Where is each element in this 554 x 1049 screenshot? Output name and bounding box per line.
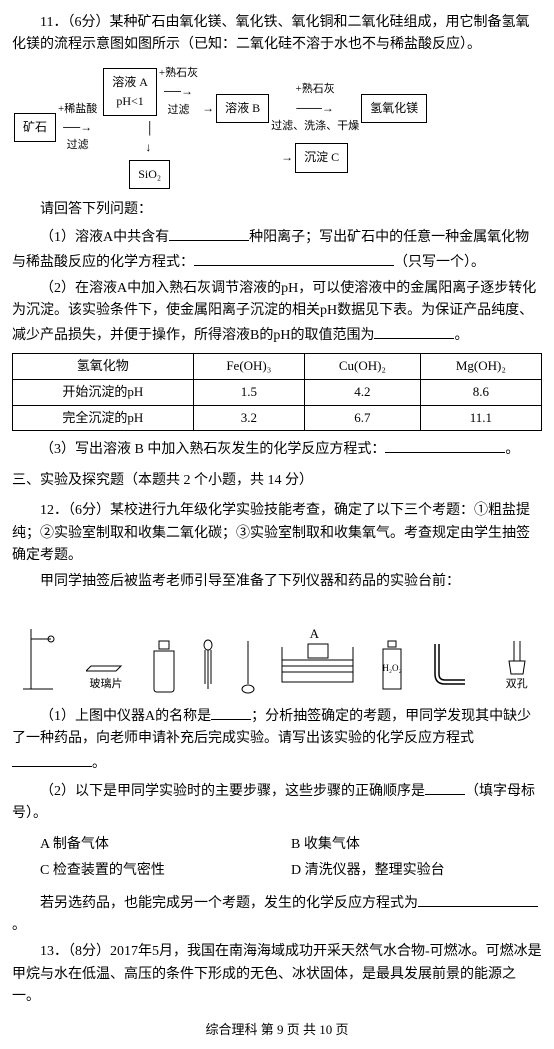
arrow: → bbox=[281, 148, 293, 167]
q12p1-a: （1）上图中仪器A的名称是 bbox=[40, 709, 211, 724]
r1c4: 8.6 bbox=[420, 379, 541, 405]
q11-p2: （2）在溶液A中加入熟石灰调节溶液的pH，可以使溶液中的金属阳离子逐步转化为沉淀… bbox=[12, 278, 542, 347]
box-solA: 溶液 A pH<1 bbox=[103, 68, 157, 116]
equip-h2o2: H₂O₂ bbox=[377, 639, 407, 694]
lbl-lime1: +熟石灰 bbox=[159, 65, 198, 83]
q11-p1: （1）溶液A中共含有种阳离子；写出矿石中的任意一种金属氧化物与稀盐酸反应的化学方… bbox=[12, 225, 542, 274]
r1c1: 开始沉淀的pH bbox=[13, 379, 194, 405]
p3-end: 。 bbox=[505, 442, 519, 457]
th-2: Fe(OH)₃ bbox=[193, 354, 304, 380]
q12p3-a: 若另选药品，也能完成另一个考题，发生的化学反应方程式为 bbox=[40, 896, 418, 911]
blank-5[interactable] bbox=[211, 704, 251, 720]
equip-spoon bbox=[239, 639, 257, 694]
th-4: Mg(OH)₂ bbox=[420, 354, 541, 380]
blank-2[interactable] bbox=[194, 250, 394, 266]
box-precC: 沉淀 C bbox=[295, 143, 348, 172]
blank-4[interactable] bbox=[385, 437, 505, 453]
arrow: → bbox=[202, 99, 214, 118]
box-ore: 矿石 bbox=[14, 113, 56, 142]
lbl-A: A bbox=[310, 624, 319, 645]
q12-p3: 若另选药品，也能完成另一个考题，发生的化学反应方程式为。 bbox=[12, 891, 542, 938]
p1-text-c: （只写一个）。 bbox=[394, 255, 485, 270]
svg-text:H₂O₂: H₂O₂ bbox=[383, 663, 402, 673]
th-3: Cu(OH)₂ bbox=[305, 354, 421, 380]
lbl-acid: +稀盐酸 bbox=[58, 101, 97, 119]
options: A 制备气体 B 收集气体 C 检查装置的气密性 D 清洗仪器，整理实验台 bbox=[40, 832, 542, 885]
equip-trough: A bbox=[280, 642, 355, 694]
lbl-glass: 玻璃片 bbox=[89, 676, 122, 694]
r1c3: 4.2 bbox=[305, 379, 421, 405]
equip-stopper: 双孔 bbox=[503, 636, 531, 694]
q11-title: 11．（6分）某种矿石由氧化镁、氧化铁、氧化铜和二氧化硅组成，用它制备氢氧化镁的… bbox=[12, 12, 542, 57]
p2-end: 。 bbox=[454, 328, 468, 343]
arrow: ───→ bbox=[296, 99, 334, 118]
q13-title: 13．（8分）2017年5月，我国在南海海域成功开采天然气水合物-可燃冰。可燃冰… bbox=[12, 941, 542, 1008]
page-footer: 综合理科 第 9 页 共 10 页 bbox=[12, 1020, 542, 1041]
equip-bottle bbox=[149, 639, 179, 694]
q12-p2: （2）以下是甲同学实验时的主要步骤，这些步骤的正确顺序是（填字母标号）。 bbox=[12, 779, 542, 826]
flow-diagram: 矿石 +稀盐酸 ──→ 过滤 溶液 A pH<1 +熟石灰 ──→ 过滤 │↓ … bbox=[12, 65, 542, 191]
ph-table: 氢氧化物Fe(OH)₃Cu(OH)₂Mg(OH)₂ 开始沉淀的pH1.54.28… bbox=[12, 353, 542, 431]
r2c3: 6.7 bbox=[305, 405, 421, 431]
r1c2: 1.5 bbox=[193, 379, 304, 405]
equip-stand bbox=[23, 624, 63, 694]
lbl-hole: 双孔 bbox=[506, 676, 528, 694]
box-solB: 溶液 B bbox=[216, 94, 269, 123]
blank-7[interactable] bbox=[425, 779, 465, 795]
box-sio2: SiO₂ bbox=[129, 160, 170, 189]
equip-glass: 玻璃片 bbox=[86, 636, 126, 694]
q12p2-a: （2）以下是甲同学实验时的主要步骤，这些步骤的正确顺序是 bbox=[40, 784, 425, 799]
opt-a: A 制备气体 bbox=[40, 832, 291, 858]
r2c2: 3.2 bbox=[193, 405, 304, 431]
equip-dropper bbox=[201, 639, 216, 694]
arrow-down: │↓ bbox=[145, 119, 154, 157]
q12p1-c: 。 bbox=[92, 756, 106, 771]
r2c4: 11.1 bbox=[420, 405, 541, 431]
arrow: ──→ bbox=[164, 82, 193, 101]
q12-title: 12．（6分）某校进行九年级化学实验技能考查，确定了以下三个考题：①粗盐提纯；②… bbox=[12, 500, 542, 567]
r2c1: 完全沉淀的pH bbox=[13, 405, 194, 431]
box-product: 氢氧化镁 bbox=[361, 94, 427, 123]
equip-tube bbox=[430, 639, 480, 694]
arrow: ──→ bbox=[63, 118, 92, 137]
section3-title: 三、实验及探究题（本题共 2 个小题，共 14 分） bbox=[12, 470, 542, 492]
blank-6[interactable] bbox=[12, 751, 92, 767]
blank-3[interactable] bbox=[374, 323, 454, 339]
q12p3-b: 。 bbox=[12, 918, 26, 933]
lbl-filter1: 过滤 bbox=[67, 137, 89, 155]
q11-prompt: 请回答下列问题： bbox=[12, 199, 542, 221]
p1-text-a: （1）溶液A中共含有 bbox=[40, 230, 169, 245]
q11-p3: （3）写出溶液 B 中加入熟石灰发生的化学反应方程式： 。 bbox=[12, 437, 542, 461]
opt-d: D 清洗仪器，整理实验台 bbox=[291, 858, 542, 884]
q12-intro: 甲同学抽签后被监考老师引导至准备了下列仪器和药品的实验台前： bbox=[12, 571, 542, 593]
blank-8[interactable] bbox=[418, 891, 538, 907]
opt-b: B 收集气体 bbox=[291, 832, 542, 858]
lbl-wash: 过滤、洗涤、干燥 bbox=[271, 118, 359, 136]
blank-1[interactable] bbox=[169, 225, 249, 241]
q12-p1: （1）上图中仪器A的名称是；分析抽签确定的考题，甲同学发现其中缺少了一种药品，向… bbox=[12, 704, 542, 775]
th-1: 氢氧化物 bbox=[13, 354, 194, 380]
p3-text: （3）写出溶液 B 中加入熟石灰发生的化学反应方程式： bbox=[40, 442, 385, 457]
equipment-row: 玻璃片 A H₂O₂ 双孔 bbox=[12, 604, 542, 694]
opt-c: C 检查装置的气密性 bbox=[40, 858, 291, 884]
lbl-lime2: +熟石灰 bbox=[296, 81, 335, 99]
lbl-filter2: 过滤 bbox=[168, 102, 190, 120]
